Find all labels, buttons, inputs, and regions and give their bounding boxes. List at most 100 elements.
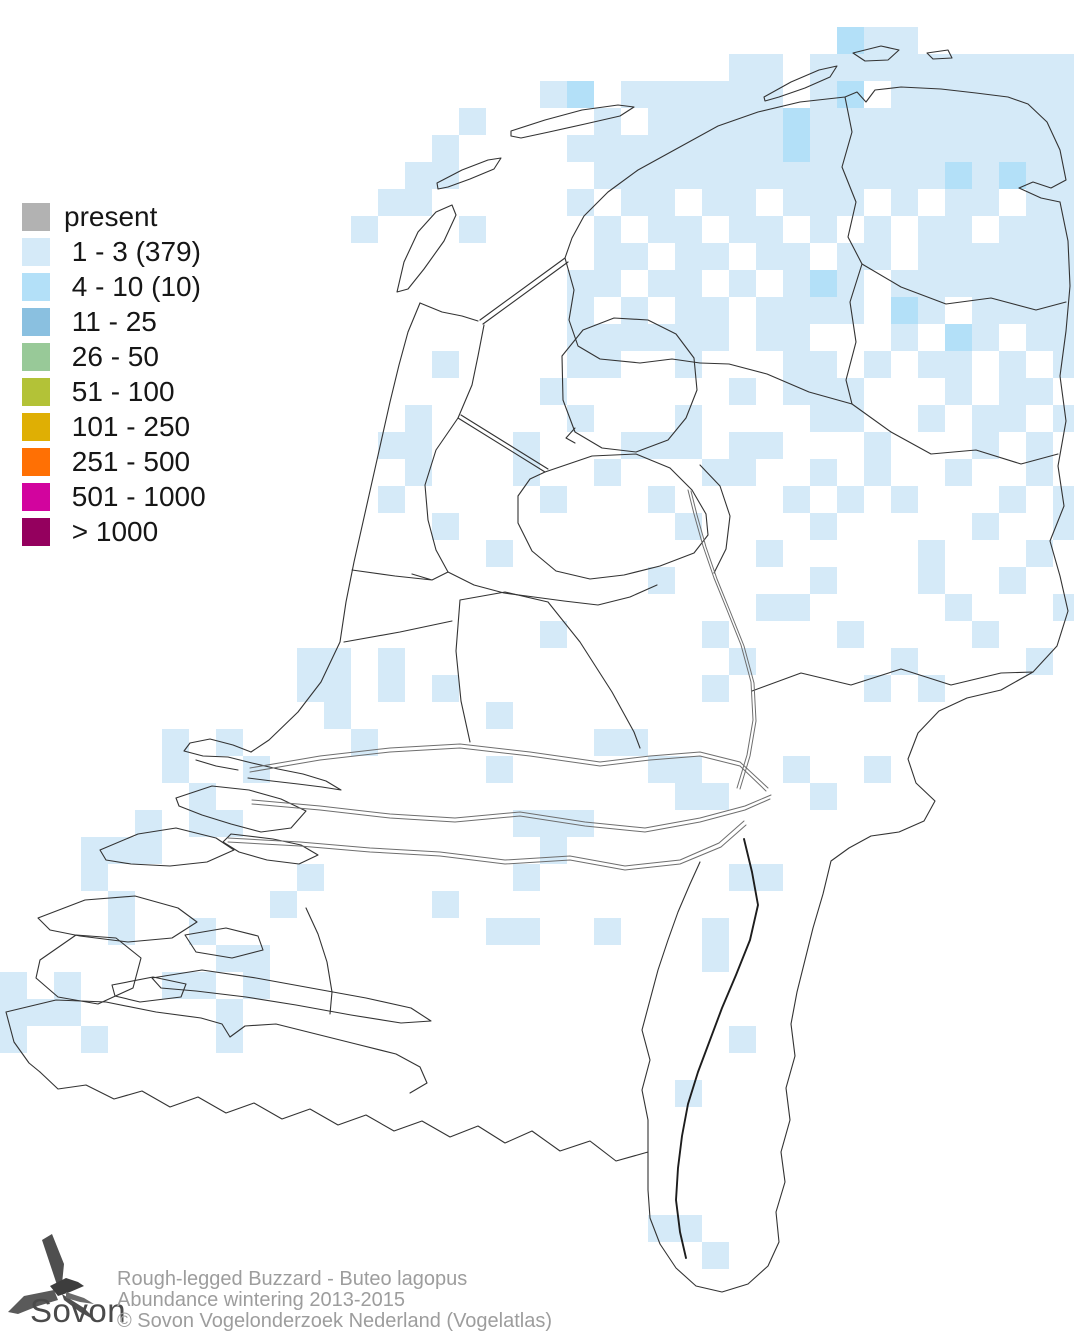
abundance-cell (297, 648, 324, 675)
abundance-cell (1026, 540, 1053, 567)
abundance-cell (756, 864, 783, 891)
abundance-cell (918, 297, 945, 324)
abundance-cell (0, 999, 27, 1026)
abundance-cell (891, 486, 918, 513)
abundance-cell (864, 108, 891, 135)
abundance-cell (972, 405, 999, 432)
schouwen-duiveland (37, 895, 198, 943)
abundance-cell (918, 216, 945, 243)
abundance-cell (1053, 108, 1074, 135)
abundance-cell (675, 405, 702, 432)
abundance-cell (756, 162, 783, 189)
schiermonnikoog (852, 45, 953, 62)
abundance-cell (270, 891, 297, 918)
abundance-cell (675, 432, 702, 459)
abundance-cell (432, 351, 459, 378)
abundance-cell (810, 459, 837, 486)
coast-west (250, 302, 421, 753)
abundance-cell (999, 270, 1026, 297)
abundance-cell (999, 378, 1026, 405)
legend-label: 11 - 25 (64, 306, 157, 337)
abundance-cell (918, 243, 945, 270)
abundance-cell (837, 135, 864, 162)
abundance-cell (513, 918, 540, 945)
abundance-cell (972, 297, 999, 324)
abundance-cell (1026, 324, 1053, 351)
abundance-cell (891, 27, 918, 54)
abundance-cell (432, 135, 459, 162)
houtribdijk (457, 414, 549, 473)
abundance-cell (540, 810, 567, 837)
abundance-cell (945, 459, 972, 486)
map-outlines (5, 45, 1071, 1293)
abundance-cell (783, 297, 810, 324)
abundance-cell (702, 1242, 729, 1269)
sovon-logo (6, 1232, 136, 1340)
coast-north (564, 86, 1067, 259)
abundance-cell (594, 162, 621, 189)
abundance-cell (1053, 81, 1074, 108)
legend-item: present (22, 203, 206, 231)
abundance-cell (756, 297, 783, 324)
abundance-cell (216, 999, 243, 1026)
abundance-cell (702, 675, 729, 702)
abundance-cell (837, 108, 864, 135)
abundance-cell (702, 945, 729, 972)
tholen (184, 927, 264, 959)
abundance-cell (567, 270, 594, 297)
abundance-cell (999, 351, 1026, 378)
abundance-cell (162, 756, 189, 783)
abundance-cell (648, 81, 675, 108)
abundance-cell (108, 891, 135, 918)
abundance-cell (405, 459, 432, 486)
swallow-icon (8, 1234, 98, 1322)
goeree (99, 827, 235, 867)
abundance-cell (702, 243, 729, 270)
abundance-cell (567, 297, 594, 324)
abundance-cell (729, 216, 756, 243)
abundance-cell (972, 432, 999, 459)
abundance-cell (783, 594, 810, 621)
kampen-coast (699, 464, 731, 574)
abundance-cell (432, 675, 459, 702)
abundance-cell (891, 108, 918, 135)
abundance-cell (594, 270, 621, 297)
abundance-cell (729, 135, 756, 162)
abundance-cell (837, 243, 864, 270)
abundance-cell (648, 270, 675, 297)
abundance-cell (729, 108, 756, 135)
abundance-cell (864, 459, 891, 486)
abundance-cell (54, 999, 81, 1026)
abundance-cell (999, 216, 1026, 243)
abundance-cell (702, 108, 729, 135)
abundance-cell (837, 621, 864, 648)
abundance-cell (594, 351, 621, 378)
abundance-cell (810, 513, 837, 540)
abundance-cell (864, 162, 891, 189)
abundance-cell (243, 972, 270, 999)
abundance-cell (675, 297, 702, 324)
noordoostpolder (561, 317, 698, 453)
legend-rows: present 1 - 3 (379) 4 - 10 (10) 11 - 25 … (22, 203, 206, 546)
abundance-cell (1026, 378, 1053, 405)
abundance-cell (1026, 459, 1053, 486)
abundance-cell (864, 243, 891, 270)
abundance-cell (783, 135, 810, 162)
abundance-cell (783, 351, 810, 378)
abundance-cell (621, 324, 648, 351)
abundance-cell (1026, 54, 1053, 81)
abundance-cell (729, 459, 756, 486)
abundance-cell (621, 162, 648, 189)
abundance-cell (1053, 405, 1074, 432)
abundance-cell (378, 486, 405, 513)
legend-item: 251 - 500 (22, 448, 206, 476)
abundance-cell (864, 351, 891, 378)
river-waal-b (251, 798, 771, 833)
noord-holland-east-coast (351, 302, 485, 581)
abundance-cell (972, 108, 999, 135)
abundance-cell (189, 783, 216, 810)
abundance-cell (918, 351, 945, 378)
abundance-cell (81, 864, 108, 891)
limburg-west-border (641, 861, 701, 1153)
abundance-cell (729, 189, 756, 216)
